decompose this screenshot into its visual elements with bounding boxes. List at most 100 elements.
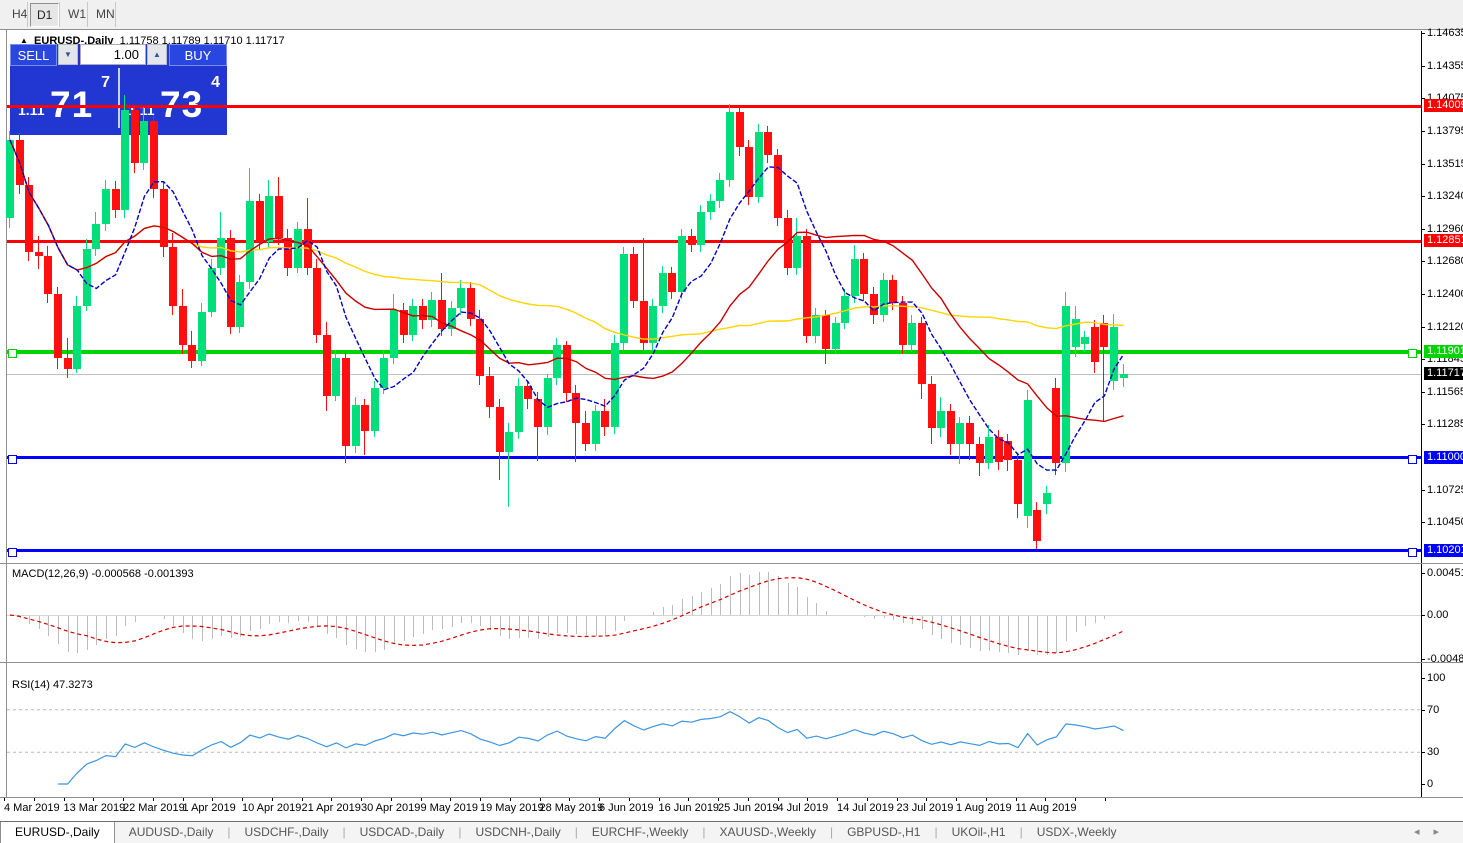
period-button-h4[interactable]: H4 xyxy=(12,7,28,21)
macd-histogram-bar xyxy=(692,596,693,615)
period-button-d1[interactable]: D1 xyxy=(30,3,60,27)
date-axis-label: 16 Jun 2019 xyxy=(658,802,720,814)
horizontal-line-1.10201[interactable] xyxy=(7,549,1421,552)
date-axis-label: 4 Mar 2019 xyxy=(4,802,60,814)
candle-body xyxy=(678,236,686,292)
symbol-tab-eurchf-weekly[interactable]: EURCHF-,Weekly xyxy=(591,825,689,839)
line-handle[interactable] xyxy=(1408,349,1417,358)
symbol-tab-usdcad-daily[interactable]: USDCAD-,Daily xyxy=(359,825,445,839)
line-handle[interactable] xyxy=(8,455,17,464)
date-axis-tick xyxy=(390,797,392,801)
price-axis-tick xyxy=(1421,392,1425,393)
macd-histogram-bar xyxy=(202,615,203,641)
sell-button[interactable]: SELL xyxy=(10,44,57,66)
buy-button[interactable]: BUY xyxy=(169,44,227,66)
macd-histogram-bar xyxy=(413,615,414,637)
tab-scroll-left-icon[interactable]: ◂ xyxy=(1413,826,1434,838)
macd-histogram-bar xyxy=(327,615,328,634)
candle-body xyxy=(92,224,100,249)
candle-body xyxy=(764,132,772,155)
line-handle[interactable] xyxy=(1408,548,1417,557)
horizontal-line-1.12851[interactable] xyxy=(7,240,1421,243)
ma-slow-line xyxy=(9,139,1124,340)
symbol-tab-audusd-daily[interactable]: AUDUSD-,Daily xyxy=(128,825,214,839)
date-axis-tick xyxy=(33,797,35,801)
symbol-tab-gbpusd-h1[interactable]: GBPUSD-,H1 xyxy=(847,825,921,839)
date-axis-tick xyxy=(242,797,243,801)
macd-histogram-bar xyxy=(240,615,241,637)
macd-histogram-bar xyxy=(48,615,49,636)
panel-separator[interactable] xyxy=(0,563,1463,564)
horizontal-line-1.14009[interactable] xyxy=(7,105,1421,108)
line-handle[interactable] xyxy=(1408,455,1417,464)
candle-body xyxy=(563,345,571,393)
macd-zero-line xyxy=(7,615,1421,616)
period-button-mn[interactable]: MN xyxy=(96,7,115,21)
date-axis-label: 14 Jul 2019 xyxy=(837,802,894,814)
candle-body xyxy=(908,323,916,345)
date-axis-label: 22 Mar 2019 xyxy=(123,802,185,814)
macd-histogram-bar xyxy=(826,611,827,615)
chart-window: ▲ EURUSD-,Daily 1.11758 1.11789 1.11710 … xyxy=(0,27,1463,843)
horizontal-line-1.11000[interactable] xyxy=(7,456,1421,459)
date-axis-tick xyxy=(599,797,600,801)
candle-body xyxy=(755,132,763,197)
macd-histogram-bar xyxy=(519,615,520,638)
date-axis-tick xyxy=(450,797,452,801)
candle-body xyxy=(1110,327,1118,381)
macd-histogram-bar xyxy=(317,615,318,627)
macd-histogram-bar xyxy=(596,615,597,636)
line-handle[interactable] xyxy=(8,349,17,358)
tab-separator: | xyxy=(227,825,231,839)
macd-histogram-bar xyxy=(394,615,395,644)
date-axis-tick xyxy=(926,797,928,801)
volume-decrease-button[interactable]: ▼ xyxy=(58,44,78,65)
symbol-tab-usdchf-daily[interactable]: USDCHF-,Daily xyxy=(244,825,329,839)
macd-histogram-bar xyxy=(893,615,894,620)
macd-histogram-bar xyxy=(471,615,472,623)
candle-body xyxy=(400,310,408,335)
candle-body xyxy=(179,306,187,345)
macd-histogram-bar xyxy=(308,615,309,622)
panel-separator[interactable] xyxy=(0,662,1463,663)
symbol-tab-usdx-weekly[interactable]: USDX-,Weekly xyxy=(1036,825,1117,839)
candle-body xyxy=(476,319,484,376)
macd-histogram-bar xyxy=(932,615,933,635)
collapse-arrow-icon[interactable]: ▲ xyxy=(20,36,28,45)
tab-scroll-right-icon[interactable]: ▸ xyxy=(1433,826,1453,838)
macd-histogram-bar xyxy=(1056,615,1057,653)
candle-wick xyxy=(575,385,576,462)
candle-body xyxy=(524,386,532,399)
candle-body xyxy=(438,300,446,329)
macd-histogram-bar xyxy=(164,615,165,619)
candle-body xyxy=(966,423,974,444)
candle-body xyxy=(1024,400,1032,516)
rsi-indicator-label: RSI(14) 47.3273 xyxy=(12,679,93,691)
tab-scroll-arrows[interactable]: ◂▸ xyxy=(1414,825,1453,838)
rsi-axis-tick xyxy=(1421,752,1425,753)
candle-body xyxy=(630,254,638,301)
macd-histogram-bar xyxy=(864,615,865,617)
price-axis-line xyxy=(1421,31,1422,797)
line-handle[interactable] xyxy=(8,548,17,557)
date-axis-tick xyxy=(123,797,124,801)
date-axis-tick xyxy=(747,797,749,801)
volume-increase-button[interactable]: ▲ xyxy=(147,44,167,65)
symbol-tab-ukoil-h1[interactable]: UKOil-,H1 xyxy=(951,825,1006,839)
macd-histogram-bar xyxy=(336,615,337,638)
price-axis-value: 1.12680 xyxy=(1427,255,1463,267)
period-button-w1[interactable]: W1 xyxy=(68,7,86,21)
sell-price-display[interactable]: 1.11 71 7 xyxy=(10,68,117,128)
symbol-tab-xauusd-weekly[interactable]: XAUUSD-,Weekly xyxy=(719,825,816,839)
symbol-tab-usdcnh-daily[interactable]: USDCNH-,Daily xyxy=(475,825,561,839)
price-axis-value: 1.14635 xyxy=(1427,27,1463,39)
symbol-tab-eurusd-daily[interactable]: EURUSD-,Daily xyxy=(0,822,115,843)
horizontal-line-1.11901[interactable] xyxy=(7,350,1421,354)
candle-body xyxy=(976,444,984,463)
candle-body xyxy=(361,405,369,431)
date-axis-tick xyxy=(420,797,422,801)
tab-separator: | xyxy=(458,825,462,839)
candle-body xyxy=(342,358,350,446)
volume-input[interactable]: 1.00 xyxy=(80,44,146,65)
